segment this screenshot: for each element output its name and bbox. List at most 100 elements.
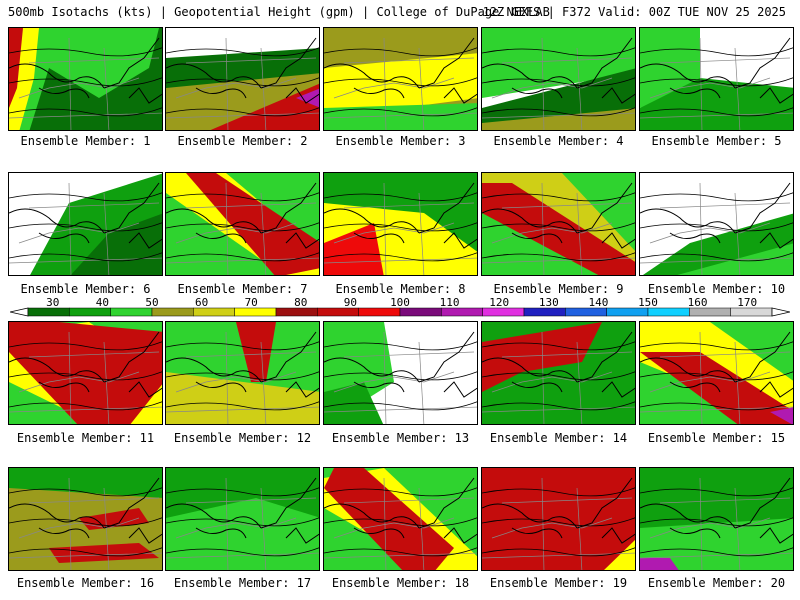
height-contour: [482, 341, 635, 351]
ensemble-member-label: Ensemble Member: 16: [16, 576, 155, 590]
state-border: [333, 77, 455, 99]
panel-map: [166, 28, 319, 130]
ensemble-panel-5: [639, 27, 794, 131]
panel-map: [482, 28, 635, 130]
height-contour: [9, 47, 162, 57]
height-contour: [640, 517, 793, 527]
coastline: [669, 87, 721, 99]
ensemble-member-label: Ensemble Member: 5: [651, 134, 782, 148]
height-contour: [482, 252, 635, 262]
coastline: [353, 527, 405, 539]
isotach-shading: [324, 468, 454, 570]
coastline: [734, 331, 791, 383]
height-contour: [640, 47, 793, 57]
coastline: [260, 331, 317, 383]
state-border: [103, 341, 110, 424]
isotach-shading: [482, 468, 635, 570]
coastline: [759, 232, 793, 249]
state-border: [501, 202, 633, 209]
height-contour: [166, 47, 319, 57]
height-contour: [482, 487, 635, 497]
coastline: [103, 182, 160, 234]
colorbar-tick-label: 80: [294, 296, 308, 309]
height-contour: [324, 517, 477, 527]
height-contour: [166, 401, 319, 411]
coastline: [285, 232, 319, 249]
state-border: [343, 57, 475, 64]
height-contour: [166, 107, 319, 117]
isotach-shading: [770, 407, 793, 424]
coastline: [669, 527, 721, 539]
isotach-shading: [640, 558, 679, 570]
height-contour: [166, 487, 319, 497]
state-border: [18, 371, 140, 393]
coastline: [195, 381, 247, 393]
panel-map: [640, 173, 793, 275]
state-border: [175, 77, 297, 99]
height-contour: [9, 252, 162, 262]
state-border: [734, 192, 741, 275]
coastline: [418, 331, 475, 383]
ensemble-panel-2: [165, 27, 320, 131]
colorbar-tick-label: 40: [95, 296, 110, 309]
coastline: [576, 477, 633, 529]
state-border: [343, 351, 475, 358]
state-border: [659, 57, 791, 64]
colorbar-swatch: [234, 307, 277, 317]
coastline: [418, 182, 475, 234]
height-contour: [324, 341, 477, 351]
panel-map: [324, 173, 477, 275]
state-border: [649, 517, 771, 539]
ensemble-panel-10: [639, 172, 794, 276]
colorbar-tick-label: 130: [538, 296, 559, 309]
colorbar-tick-label: 160: [687, 296, 708, 309]
isotach-shading: [324, 223, 384, 275]
height-contour: [9, 341, 162, 351]
coastline: [418, 37, 475, 89]
coastline: [260, 37, 317, 89]
ensemble-member-label: Ensemble Member: 20: [647, 576, 786, 590]
height-contour: [9, 517, 162, 527]
colorbar-swatch: [275, 307, 318, 317]
colorbar-swatch: [730, 307, 773, 317]
height-contour: [324, 77, 477, 87]
colorbar-swatch: [151, 307, 194, 317]
panel-map: [640, 322, 793, 424]
isotach-shading: [324, 103, 477, 130]
coastline: [353, 232, 405, 244]
isotach-shading: [9, 28, 159, 130]
height-contour: [9, 222, 162, 232]
state-border: [18, 517, 140, 539]
coastline: [260, 182, 317, 234]
isotach-shading: [482, 108, 635, 130]
state-border: [491, 371, 613, 393]
ensemble-panel-4: [481, 27, 636, 131]
colorbar-swatch: [193, 307, 235, 317]
coastline: [324, 208, 420, 234]
state-border: [491, 222, 613, 244]
panel-map: [482, 173, 635, 275]
colorbar-swatch: [27, 307, 70, 317]
state-border: [28, 497, 160, 504]
colorbar-swatch: [606, 307, 649, 317]
height-contour: [166, 341, 319, 351]
height-contour: [324, 107, 477, 117]
colorbar-tick-label: 60: [194, 296, 209, 309]
height-contour: [640, 371, 793, 381]
coastline: [195, 527, 247, 539]
height-contour: [166, 192, 319, 202]
coastline: [576, 37, 633, 89]
height-contour: [324, 192, 477, 202]
ensemble-panel-12: [165, 321, 320, 425]
panel-map: [166, 322, 319, 424]
coastline: [576, 182, 633, 234]
ensemble-member-label: Ensemble Member: 8: [335, 282, 466, 296]
colorbar-tick-label: 30: [46, 296, 60, 309]
coastline: [443, 381, 477, 398]
isotach-shading: [324, 53, 477, 118]
height-contour: [166, 222, 319, 232]
height-contour: [482, 401, 635, 411]
state-border: [659, 497, 791, 504]
state-border: [185, 351, 317, 358]
coastline: [734, 37, 791, 89]
